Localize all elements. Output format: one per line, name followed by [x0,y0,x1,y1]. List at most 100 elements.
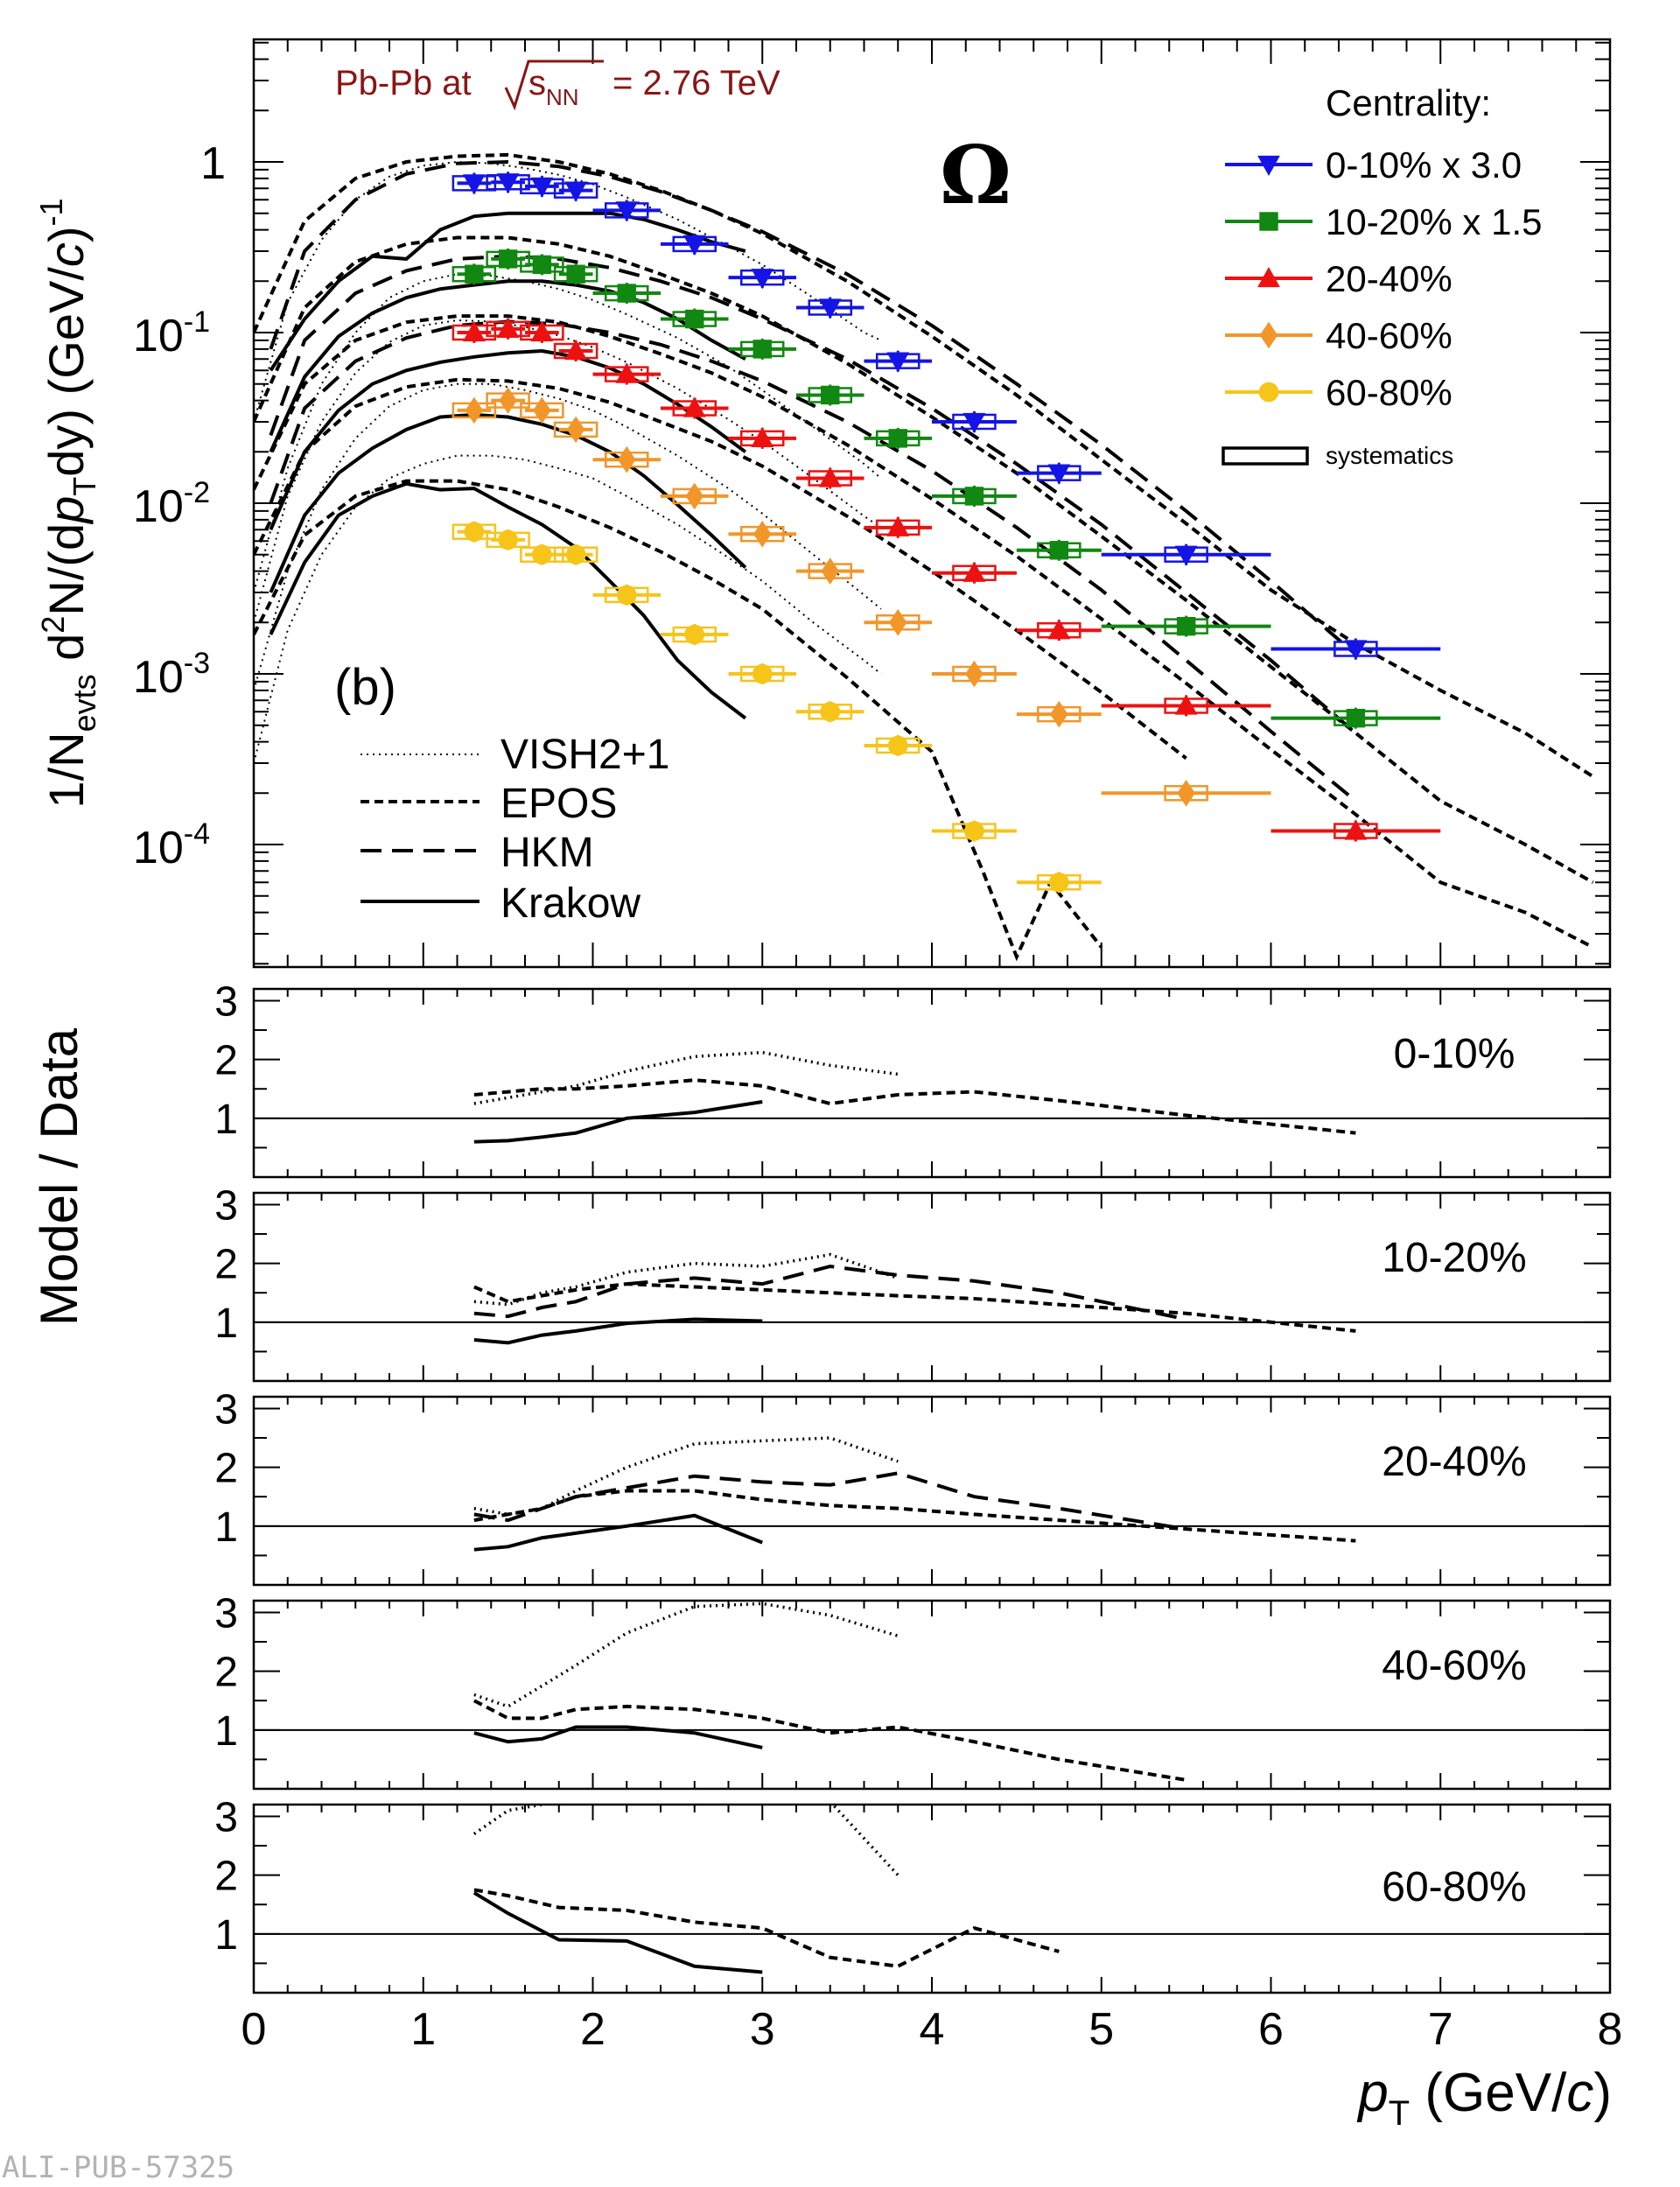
y-tick-label-1: 1 [200,138,226,189]
particle-symbol: Ω [940,128,1012,222]
ratio-curve [473,1317,763,1345]
legend-entry: 20-40% [1225,258,1452,299]
ratio-curves [472,1602,1186,1782]
legend-marker-square [1259,212,1278,231]
marker-diamond [1050,700,1068,728]
ratio-curves [473,1050,1356,1144]
marker-square [1346,708,1366,728]
data-point [864,515,932,538]
ratio-frame [252,1599,1612,1791]
legend-label-krakow: Krakow [500,880,640,927]
marker-square [1176,616,1196,636]
svg-text:s: s [528,64,546,102]
data-point [661,308,729,330]
marker-square [964,487,984,506]
model-curve-solid [269,211,746,372]
data-point [728,426,796,449]
marker-triangle-up [496,317,520,338]
marker-diamond [465,396,484,424]
marker-triangle-down [751,269,774,290]
ratio-y-tick-label: 3 [214,1182,238,1229]
ratio-curve [473,1078,1356,1135]
ratio-y-tick-label: 1 [214,1504,238,1551]
marker-triangle-down [463,174,486,195]
legend-label: 40-60% [1326,315,1452,356]
legend-title: Centrality: [1326,82,1491,123]
ratio-curve [473,1489,1356,1543]
model-curve-dotted [254,160,882,423]
data-point [661,233,729,256]
data-point [1016,619,1102,641]
legend-entry: 60-80% [1225,372,1452,413]
model-curve-dotted [254,319,882,623]
model-curve-long-dash [269,159,1357,656]
ratio-y-tick-label: 1 [214,1912,238,1959]
ratio-panel: 1 2 3 0-10% [214,978,1612,1179]
marker-circle [964,821,984,841]
data-point [520,543,564,565]
ratio-curve [473,1888,1060,1968]
data-point [1270,819,1441,842]
data-point [1270,707,1441,729]
data-point [486,387,530,414]
model-curve-short-dash [254,479,1103,962]
ratio-y-tick-label: 3 [214,1590,238,1637]
y-tick-label-1e-3: 10-3 [133,647,210,703]
legend-entry: 0-10% x 3.0 [1225,144,1522,186]
legend-label-epos: EPOS [500,781,617,827]
ratio-panel: 1 2 3 40-60% [214,1590,1612,1791]
data-point [932,561,1017,584]
model-curve-short-dash [254,235,1594,885]
data-point [1101,694,1271,717]
data-point [553,179,598,202]
data-point [592,283,661,305]
marker-triangle-down [1174,545,1198,566]
centrality-label: 60-80% [1382,1864,1526,1910]
marker-triangle-down [682,235,706,256]
model-legend: VISH2+1 EPOS HKM Krakow [360,732,669,927]
marker-square [1049,541,1069,560]
data-point [520,254,564,276]
ratio-curves [473,1436,1356,1552]
data-point [553,543,598,565]
marker-triangle-down [886,352,910,373]
legend-entries: 0-10% x 3.0 10-20% x 1.5 20-40% 40-60% 60-80… [1225,144,1543,413]
data-point [932,410,1017,433]
model-curve-short-dash [254,314,1594,950]
marker-triangle-up [818,466,842,487]
ratio-curve [473,1252,899,1307]
systematics-label: systematics [1326,442,1453,469]
data-point [1016,462,1102,485]
marker-circle [565,544,586,565]
x-tick-label: 1 [410,2004,436,2055]
data-point [486,317,530,340]
marker-circle [684,624,705,645]
ratio-y-tick-label: 3 [214,1386,238,1433]
systematics-box-icon [1222,446,1309,466]
marker-diamond [685,482,704,510]
legend-label-hkm: HKM [500,830,594,876]
marker-square [752,340,772,359]
data-point [592,584,661,606]
x-tick-label: 7 [1428,2004,1453,2055]
marker-circle [498,529,518,550]
marker-triangle-down [496,173,520,194]
data-point [592,200,661,222]
legend-marker-triangle-up [1257,266,1280,288]
legend-label-vish: VISH2+1 [500,732,669,778]
data-point [864,350,932,373]
data-points [452,172,1441,894]
marker-triangle-up [564,340,587,361]
ratio-curve [473,1282,1356,1333]
ratio-curve [473,1100,763,1144]
x-tick-label: 0 [242,2004,267,2055]
marker-diamond [889,608,907,636]
marker-triangle-up [682,396,706,417]
ratio-curve [473,1471,1186,1532]
ratio-y-tick-label: 2 [214,1038,238,1084]
data-point [553,263,598,285]
marker-triangle-up [1344,819,1368,840]
x-tick-label: 3 [750,2004,775,2055]
data-point [864,427,932,449]
data-point [864,734,932,756]
